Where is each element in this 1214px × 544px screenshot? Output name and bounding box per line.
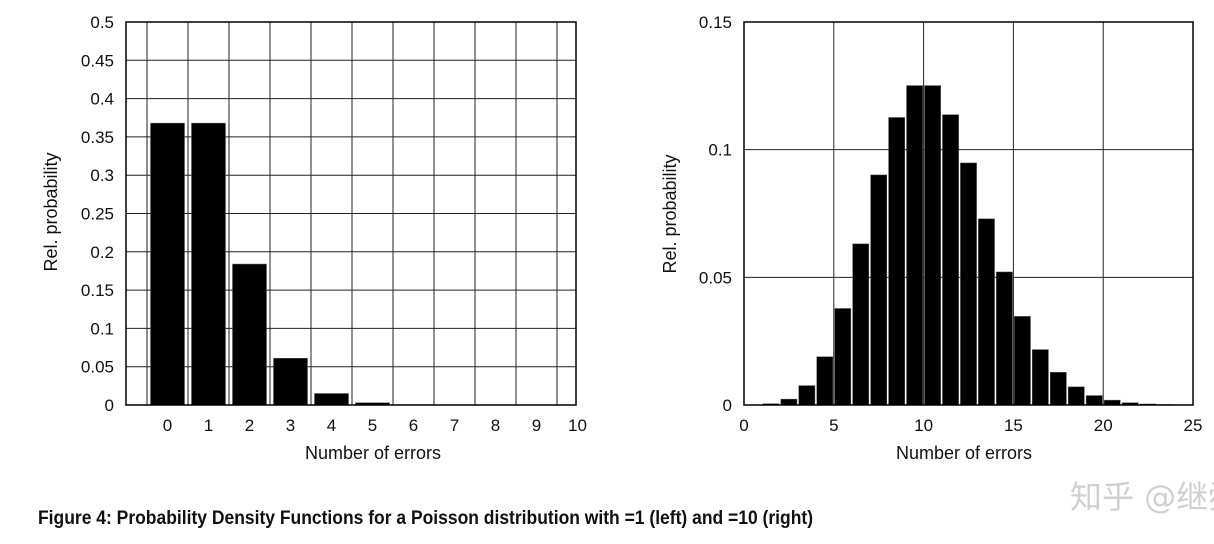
right-bar — [1049, 372, 1067, 406]
left-plot-frame — [125, 21, 577, 406]
left-bar — [191, 122, 226, 406]
right-bar — [1085, 395, 1103, 406]
left-y-tick-label: 0.3 — [90, 166, 114, 185]
left-x-tick-label: 10 — [568, 416, 587, 435]
left-y-tick-label: 0.45 — [81, 51, 114, 70]
left-y-tick-label: 0.35 — [81, 128, 114, 147]
left-y-tick-label: 0 — [105, 396, 114, 415]
right-bar — [798, 385, 816, 406]
right-y-axis-label: Rel. probability — [660, 154, 680, 273]
left-x-tick-label: 6 — [409, 416, 418, 435]
left-bar — [150, 122, 185, 406]
left-x-tick-label: 1 — [204, 416, 213, 435]
chart-right: Number of errors Rel. probability 0 0.05 0… — [660, 13, 1202, 463]
right-y-tick-label: 0.05 — [699, 268, 732, 287]
left-y-tick-label: 0.05 — [81, 358, 114, 377]
left-y-tick-label: 0.5 — [90, 13, 114, 32]
right-x-tick-label: 20 — [1094, 416, 1113, 435]
right-y-tick-label: 0 — [723, 396, 732, 415]
left-x-tick-label: 3 — [286, 416, 295, 435]
right-bar — [1014, 316, 1031, 406]
right-bar — [960, 162, 977, 406]
left-y-tick-label: 0.4 — [90, 90, 114, 109]
right-plot-frame — [743, 21, 1194, 406]
right-bar — [996, 271, 1013, 406]
right-bar — [816, 356, 834, 406]
left-x-tick-label: 8 — [491, 416, 500, 435]
right-x-tick-label: 15 — [1004, 416, 1023, 435]
right-bar — [870, 174, 888, 406]
right-x-axis-label: Number of errors — [896, 443, 1032, 463]
right-x-tick-label: 10 — [914, 416, 933, 435]
right-x-tick-label: 5 — [829, 416, 838, 435]
left-y-tick-label: 0.1 — [90, 319, 114, 338]
left-x-tick-label: 5 — [368, 416, 377, 435]
right-bar — [780, 398, 798, 406]
right-y-tick-label: 0.15 — [699, 13, 732, 32]
right-bar — [888, 117, 905, 406]
left-bar — [232, 263, 267, 406]
left-x-tick-label: 4 — [327, 416, 336, 435]
left-x-axis-label: Number of errors — [305, 443, 441, 463]
chart-left: Number of errors Rel. probability 0 0.05 0… — [41, 13, 587, 463]
right-x-tick-label: 0 — [739, 416, 748, 435]
watermark: 知乎 @继舜 — [1070, 478, 1214, 516]
figure-caption: Figure 4: Probability Density Functions … — [38, 508, 814, 529]
right-bar — [924, 85, 941, 406]
left-x-tick-label: 0 — [163, 416, 172, 435]
right-bar — [852, 243, 870, 406]
left-bar — [314, 393, 349, 406]
right-bar — [978, 218, 995, 406]
right-bar — [1032, 349, 1049, 406]
right-bar — [834, 308, 852, 406]
left-x-tick-label: 2 — [245, 416, 254, 435]
right-bar — [942, 114, 959, 406]
left-y-tick-label: 0.25 — [81, 205, 114, 224]
right-bar — [906, 85, 923, 406]
right-x-tick-label: 25 — [1184, 416, 1203, 435]
left-y-tick-label: 0.15 — [81, 281, 114, 300]
right-bar — [1067, 386, 1085, 406]
left-x-tick-label: 7 — [450, 416, 459, 435]
left-y-axis-label: Rel. probability — [41, 152, 61, 271]
left-y-tick-label: 0.2 — [90, 243, 114, 262]
right-y-tick-label: 0.1 — [708, 141, 732, 160]
left-x-tick-label: 9 — [532, 416, 541, 435]
left-bar — [273, 358, 308, 406]
